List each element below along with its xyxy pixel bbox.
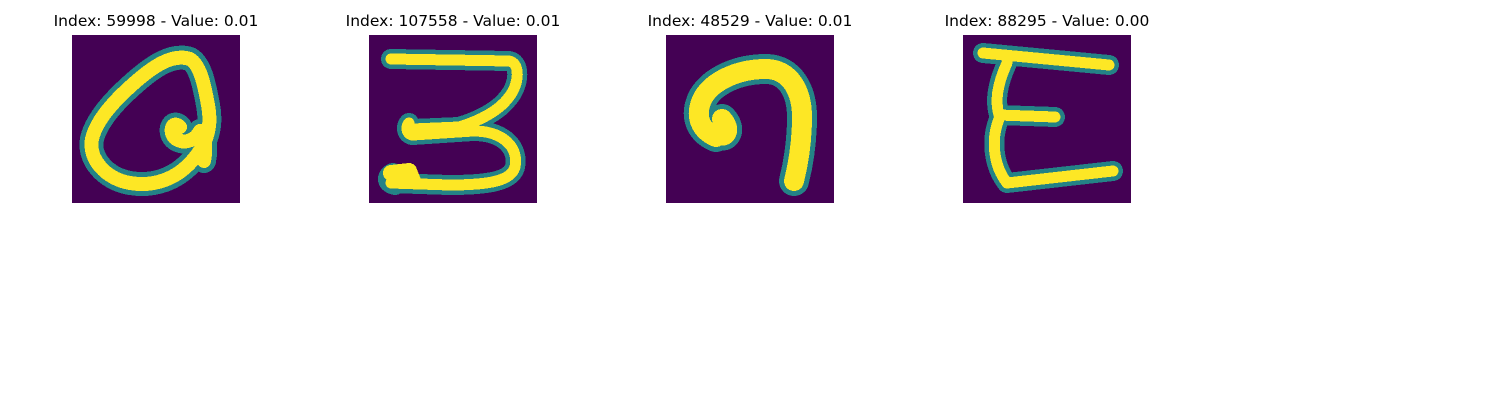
panel-title-2: Index: 107558 - Value: 0.01 bbox=[345, 12, 561, 30]
digit-image-3 bbox=[666, 35, 834, 203]
image-panel-1: Index: 59998 - Value: 0.01 bbox=[6, 0, 306, 220]
digit-image-2 bbox=[369, 35, 537, 203]
panel-title-1: Index: 59998 - Value: 0.01 bbox=[53, 12, 259, 30]
image-panel-3: Index: 48529 - Value: 0.01 bbox=[600, 0, 900, 220]
panel-title-3: Index: 48529 - Value: 0.01 bbox=[647, 12, 853, 30]
image-panel-2: Index: 107558 - Value: 0.01 bbox=[303, 0, 603, 220]
digit-image-1 bbox=[72, 35, 240, 203]
panel-title-4: Index: 88295 - Value: 0.00 bbox=[944, 12, 1150, 30]
image-panel-4: Index: 88295 - Value: 0.00 bbox=[897, 0, 1197, 220]
digit-image-4 bbox=[963, 35, 1131, 203]
